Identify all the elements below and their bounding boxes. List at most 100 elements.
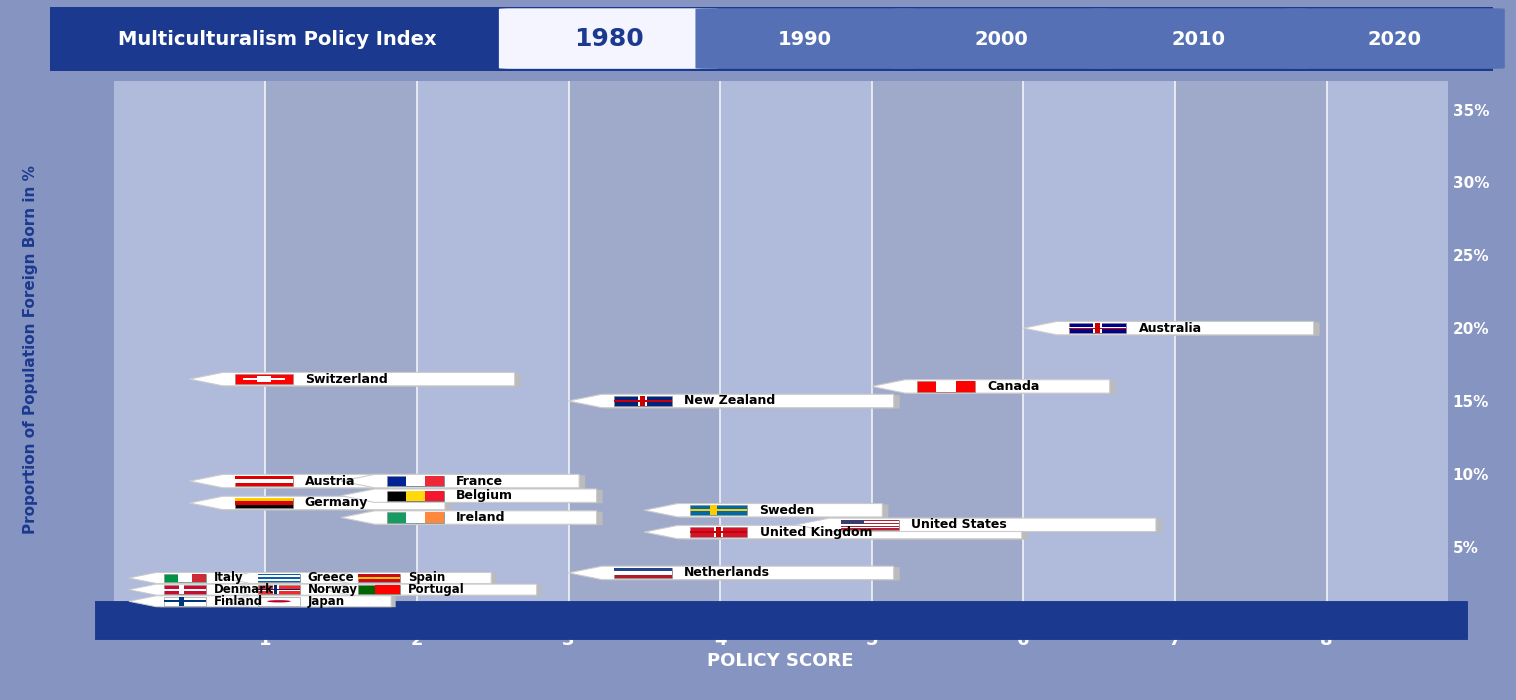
Bar <box>841 527 899 528</box>
Bar <box>358 573 400 582</box>
Bar <box>690 531 747 533</box>
Bar <box>235 374 293 384</box>
Bar <box>258 573 300 575</box>
Bar <box>358 585 400 594</box>
Text: New Zealand: New Zealand <box>684 395 775 407</box>
Polygon shape <box>802 519 1163 533</box>
Text: 2020: 2020 <box>1367 29 1422 49</box>
Text: Belgium: Belgium <box>456 489 514 502</box>
Text: Denmark: Denmark <box>214 583 273 596</box>
Polygon shape <box>190 372 515 386</box>
Bar <box>709 505 717 515</box>
Text: Proportion of Population Foreign Born in %: Proportion of Population Foreign Born in… <box>23 166 38 534</box>
Polygon shape <box>1029 322 1319 336</box>
Bar <box>387 491 444 500</box>
Polygon shape <box>347 475 585 489</box>
Bar <box>1175 80 1326 620</box>
Bar <box>638 396 647 406</box>
Polygon shape <box>223 573 406 583</box>
Bar <box>258 589 300 590</box>
Polygon shape <box>327 584 541 596</box>
Polygon shape <box>323 573 491 583</box>
Bar <box>614 568 672 578</box>
Text: United States: United States <box>911 518 1007 531</box>
Bar <box>387 476 444 486</box>
Polygon shape <box>1023 321 1313 335</box>
Polygon shape <box>223 596 391 607</box>
Bar <box>258 573 300 582</box>
Bar <box>614 400 672 402</box>
Bar <box>424 491 444 500</box>
FancyBboxPatch shape <box>499 8 719 69</box>
FancyBboxPatch shape <box>50 7 1493 71</box>
Bar <box>841 523 899 524</box>
Bar <box>716 527 722 537</box>
Bar <box>258 577 300 579</box>
Text: Australia: Australia <box>1139 321 1202 335</box>
Polygon shape <box>323 584 537 595</box>
Bar <box>568 80 720 620</box>
Bar <box>614 571 672 575</box>
Text: Portugal: Portugal <box>408 583 464 596</box>
Bar <box>714 527 723 537</box>
Polygon shape <box>644 526 1022 539</box>
Bar <box>690 527 747 537</box>
Polygon shape <box>796 518 1155 531</box>
Bar <box>374 585 400 594</box>
Polygon shape <box>341 511 597 524</box>
Bar <box>358 573 400 577</box>
Bar <box>872 80 1023 620</box>
Bar <box>614 568 672 571</box>
Text: 1980: 1980 <box>575 27 644 51</box>
Bar <box>640 396 646 406</box>
Bar <box>841 519 899 522</box>
Bar <box>258 580 300 582</box>
Bar <box>417 80 568 620</box>
Text: Spain: Spain <box>408 571 446 584</box>
Bar <box>193 573 206 582</box>
Bar <box>841 522 899 523</box>
Polygon shape <box>878 381 1116 394</box>
Polygon shape <box>341 489 597 503</box>
Text: POLICY SCORE: POLICY SCORE <box>708 652 854 670</box>
Bar <box>235 476 293 480</box>
Polygon shape <box>133 584 332 596</box>
Bar <box>235 498 293 508</box>
FancyBboxPatch shape <box>696 8 916 69</box>
Bar <box>841 528 899 530</box>
Polygon shape <box>190 496 446 510</box>
Bar <box>720 80 872 620</box>
Bar <box>387 512 444 523</box>
Bar <box>243 378 285 380</box>
Text: Japan: Japan <box>308 595 344 608</box>
Bar <box>1069 327 1126 329</box>
Polygon shape <box>347 512 603 525</box>
Text: 2000: 2000 <box>975 29 1029 49</box>
Bar <box>258 585 300 594</box>
Polygon shape <box>568 394 893 407</box>
Polygon shape <box>644 503 882 517</box>
Bar <box>235 501 293 505</box>
Text: Germany: Germany <box>305 496 368 510</box>
Circle shape <box>267 600 291 603</box>
Polygon shape <box>196 373 522 386</box>
Bar <box>841 519 864 524</box>
Polygon shape <box>133 573 302 584</box>
Text: Norway: Norway <box>308 583 358 596</box>
Bar <box>1023 80 1175 620</box>
Bar <box>273 585 279 594</box>
Bar <box>1069 328 1126 329</box>
Text: Netherlands: Netherlands <box>684 566 770 580</box>
Polygon shape <box>650 505 888 518</box>
Bar <box>258 597 300 606</box>
Text: United Kingdom: United Kingdom <box>760 526 872 538</box>
Bar <box>690 505 747 515</box>
Text: Ireland: Ireland <box>456 511 506 524</box>
Bar <box>406 476 424 486</box>
Bar <box>179 585 183 594</box>
Polygon shape <box>575 567 899 580</box>
Bar <box>164 585 206 594</box>
Polygon shape <box>872 379 1110 393</box>
Polygon shape <box>190 475 446 488</box>
Bar <box>1326 80 1448 620</box>
